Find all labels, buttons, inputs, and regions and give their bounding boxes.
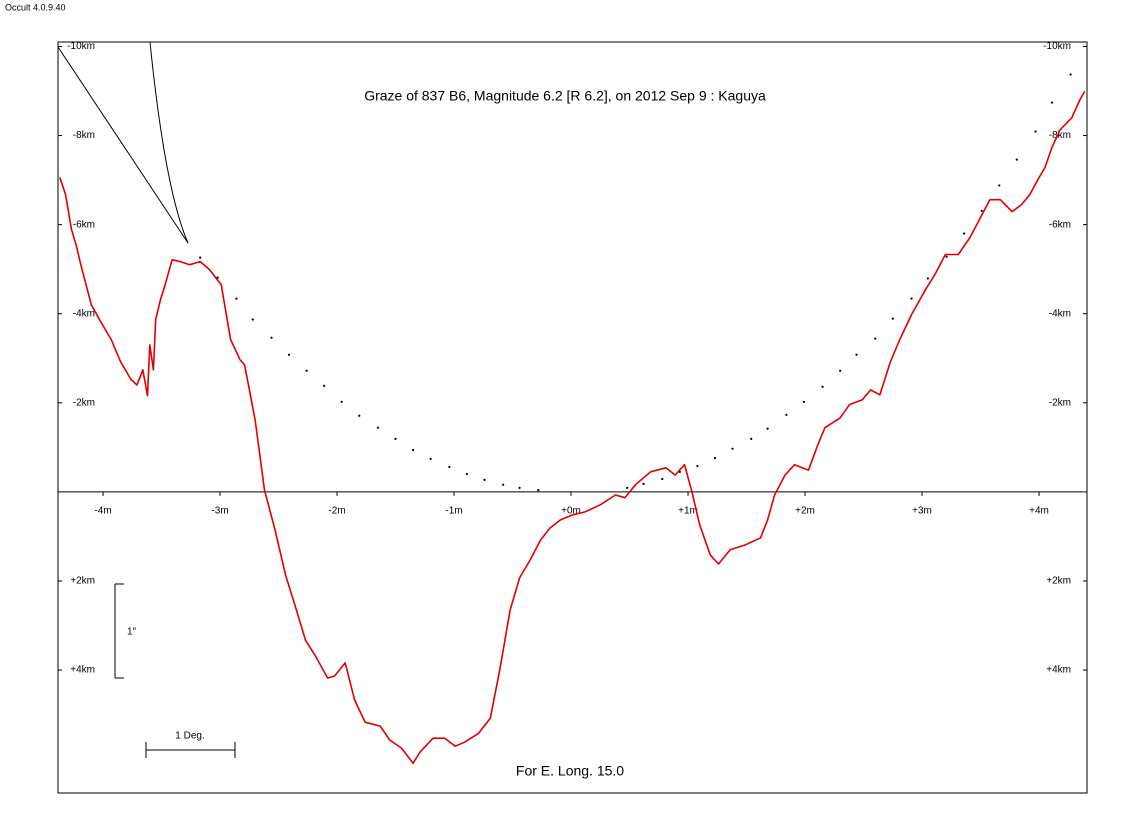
path-dot: [963, 232, 966, 235]
x-tick-label: +3m: [912, 506, 932, 517]
x-tick-label: -4m: [94, 506, 111, 517]
path-dot: [750, 437, 753, 440]
path-dot: [642, 482, 645, 485]
path-dot: [678, 470, 681, 473]
y-tick-label: -8km: [1049, 130, 1071, 141]
x-tick-label: -2m: [328, 506, 345, 517]
plot-frame: [57, 41, 1088, 794]
y-tick-label: +4km: [70, 665, 95, 676]
path-dot: [1034, 130, 1037, 133]
path-dot: [802, 400, 805, 404]
path-dot: [376, 426, 380, 429]
y-tick-label: +2km: [70, 576, 95, 587]
path-dot: [713, 456, 717, 460]
horizontal-scale-label: 1 Deg.: [175, 731, 204, 742]
path-dot: [821, 385, 824, 388]
path-dot: [855, 353, 858, 356]
path-dot: [518, 486, 521, 489]
path-dot: [766, 427, 769, 430]
y-tick-label: +2km: [1046, 576, 1071, 587]
path-dot: [465, 472, 469, 476]
path-dot: [235, 297, 238, 300]
x-tick-label: -3m: [211, 506, 228, 517]
path-dot: [411, 448, 415, 452]
path-dot: [839, 369, 842, 372]
path-dot: [394, 437, 397, 440]
y-tick-label: +4km: [1046, 665, 1071, 676]
chart-title: Graze of 837 B6, Magnitude 6.2 [R 6.2], …: [364, 88, 766, 104]
path-dot: [323, 384, 326, 387]
y-tick-label: -6km: [1049, 219, 1071, 230]
x-tick-label: +1m: [678, 506, 698, 517]
y-tick-label: -8km: [73, 130, 95, 141]
path-dot: [270, 336, 273, 339]
path-dot: [661, 477, 664, 481]
path-dot: [1069, 73, 1072, 76]
path-dot: [731, 447, 734, 450]
limb-line: [57, 46, 189, 244]
path-dot: [945, 255, 948, 258]
path-dot: [483, 478, 486, 481]
y-tick-label: -2km: [1049, 397, 1071, 408]
path-dot: [874, 337, 877, 340]
path-dot: [980, 209, 983, 212]
path-dot: [340, 400, 343, 404]
y-tick-label: -10km: [67, 41, 95, 52]
x-tick-label: +0m: [561, 506, 581, 517]
path-dot: [251, 318, 254, 321]
path-dot: [998, 184, 1001, 187]
x-tick-label: +4m: [1029, 506, 1049, 517]
y-tick-label: -4km: [73, 308, 95, 319]
path-dot: [287, 353, 291, 356]
path-dot: [696, 464, 699, 468]
y-tick-label: -6km: [73, 219, 95, 230]
x-tick-label: -1m: [445, 506, 462, 517]
x-tick-label: +2m: [795, 506, 815, 517]
path-dot: [1050, 101, 1054, 104]
path-dot: [502, 483, 505, 486]
path-dot: [891, 317, 894, 320]
y-tick-label: -10km: [1043, 41, 1071, 52]
path-dot: [537, 489, 540, 492]
y-tick-label: -4km: [1049, 308, 1071, 319]
path-dot: [305, 369, 308, 372]
path-dot: [429, 457, 432, 461]
path-dot: [216, 276, 219, 279]
software-version: Occult 4.0.9.40: [5, 2, 66, 12]
path-dot: [358, 414, 361, 417]
path-dot: [1015, 158, 1018, 161]
path-dot: [626, 486, 629, 489]
path-dot: [199, 256, 202, 259]
path-dot: [785, 413, 788, 416]
profile-line: [59, 90, 1086, 764]
vertical-scale-label: 1": [127, 627, 137, 638]
path-dot: [910, 297, 913, 300]
limb-curve: [149, 41, 189, 244]
path-dot: [448, 465, 451, 469]
y-tick-label: -2km: [73, 397, 95, 408]
path-dot: [926, 277, 929, 280]
footer-note: For E. Long. 15.0: [516, 763, 624, 779]
